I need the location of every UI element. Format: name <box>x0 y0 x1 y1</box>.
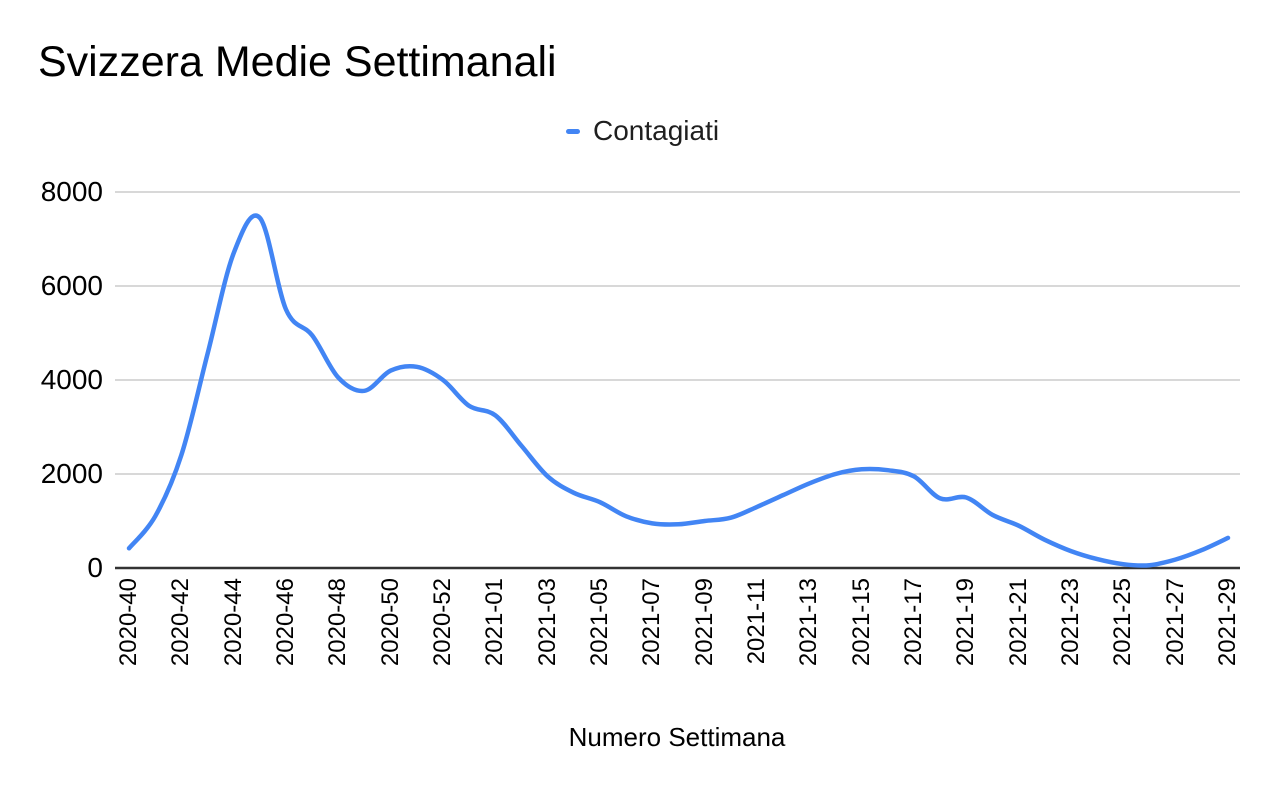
x-tick-label: 2020-48 <box>324 578 352 667</box>
x-tick-label: 2021-03 <box>533 578 561 667</box>
x-tick-label: 2021-21 <box>1004 578 1032 667</box>
y-tick-label: 2000 <box>40 458 103 489</box>
x-tick-label: 2021-13 <box>795 578 823 667</box>
x-tick-label: 2021-29 <box>1214 578 1241 667</box>
x-tick-label: 2020-50 <box>376 578 404 667</box>
x-tick-label: 2021-15 <box>847 578 875 667</box>
x-tick-label: 2020-40 <box>115 578 142 667</box>
x-tick-label: 2021-09 <box>690 578 718 667</box>
x-tick-label: 2021-11 <box>743 578 770 665</box>
y-tick-label: 8000 <box>40 176 103 207</box>
x-axis-title: Numero Settimana <box>568 722 786 752</box>
x-tick-label: 2020-44 <box>219 578 247 667</box>
y-tick-label: 6000 <box>40 270 103 301</box>
legend-label-contagiati: Contagiati <box>593 115 720 146</box>
x-tick-label: 2020-46 <box>272 578 299 667</box>
series-line-contagiati <box>126 213 1231 568</box>
x-tick-label: 2021-05 <box>586 578 613 667</box>
legend: Contagiati <box>566 114 719 148</box>
chart-title: Svizzera Medie Settimanali <box>38 38 557 86</box>
x-tick-label: 2021-19 <box>952 578 980 667</box>
x-tick-label: 2021-25 <box>1109 578 1137 667</box>
x-tick-label: 2021-07 <box>638 578 666 667</box>
x-tick-label: 2020-42 <box>167 578 195 667</box>
x-tick-label: 2021-23 <box>1057 578 1084 667</box>
x-tick-label: 2021-01 <box>481 578 509 667</box>
y-tick-label: 4000 <box>40 364 103 395</box>
y-tick-label: 0 <box>87 552 103 583</box>
x-tick-label: 2020-52 <box>429 578 456 667</box>
x-tick-label: 2021-17 <box>900 578 927 667</box>
legend-line-marker-icon <box>566 128 580 134</box>
x-tick-label: 2021-27 <box>1161 578 1189 667</box>
